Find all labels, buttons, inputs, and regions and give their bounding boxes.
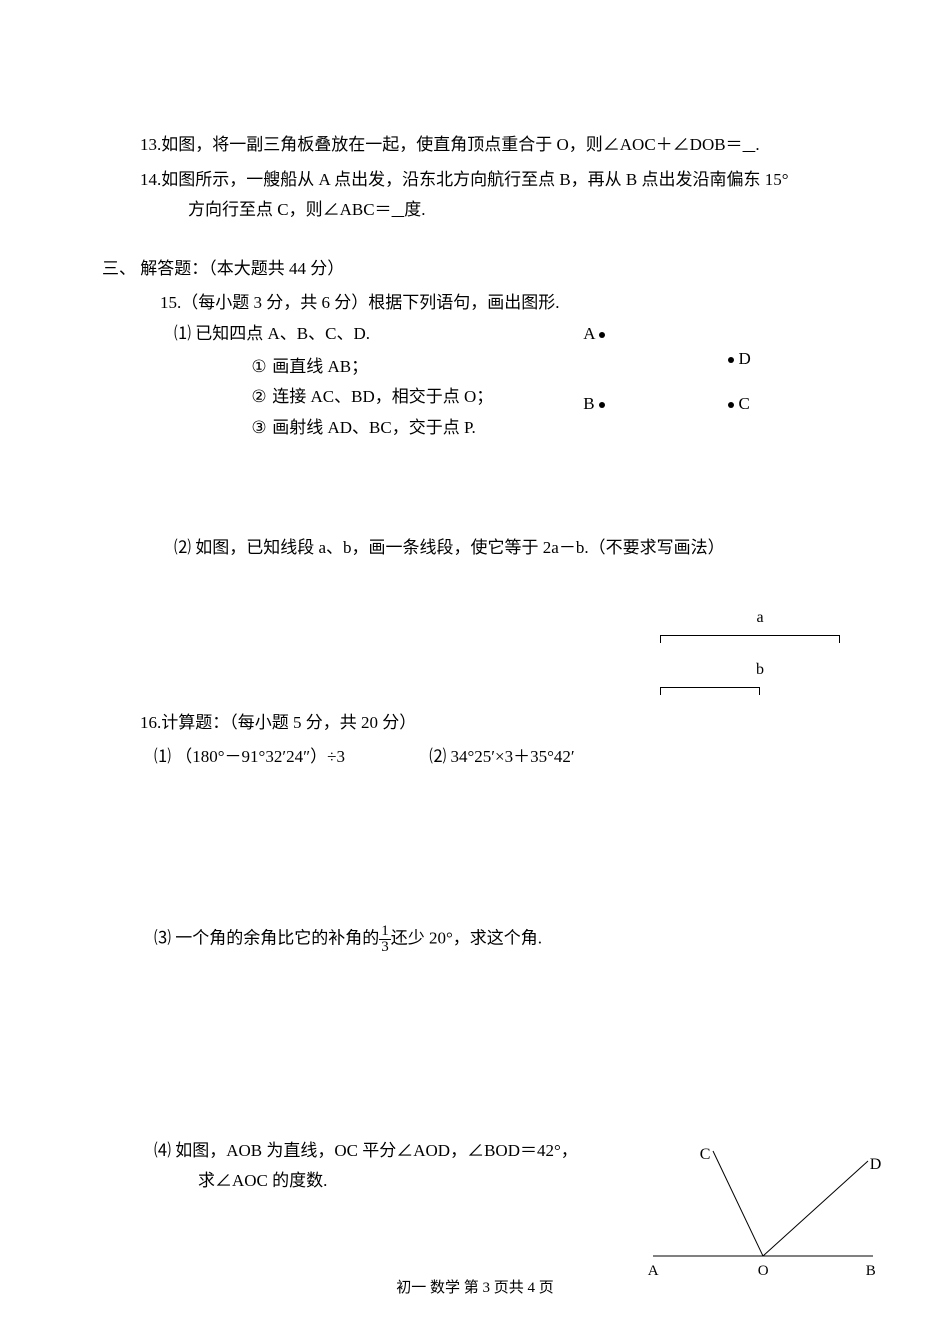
seg-b-label: b (660, 656, 860, 685)
p16-sub4: ⑷ 如图，AOB 为直线，OC 平分∠AOD，∠BOD＝42°， 求∠AOC 的… (154, 1136, 890, 1276)
label-D: D (739, 349, 751, 368)
calc-3-after: 还少 20°，求这个角. (391, 928, 542, 947)
label-angle-C: C (700, 1141, 711, 1170)
tick-a-left (660, 635, 661, 643)
tick-b-left (660, 687, 661, 695)
p16-text: 16.计算题：（每小题 5 分，共 20 分） (140, 708, 890, 739)
segment-a: a (660, 604, 860, 636)
seg-b-line (660, 687, 760, 688)
label-angle-D: D (870, 1151, 882, 1180)
segment-b: b (660, 656, 860, 688)
dot-C (728, 402, 734, 408)
calc-3-before: 一个角的余角比它的补角的 (171, 928, 379, 947)
angle-diagram: A O B C D (638, 1136, 888, 1276)
calc-4-line1: 如图，AOB 为直线，OC 平分∠AOD，∠BOD＝42°， (171, 1141, 578, 1160)
points-diagram: A B C D (533, 319, 793, 419)
p13-end: . (755, 135, 759, 154)
calc-4-num: ⑷ (154, 1141, 171, 1160)
p15-sub2-text: ⑵ 如图，已知线段 a、b，画一条线段，使它等于 2a－b.（不要求写画法） (174, 538, 725, 557)
calc-2-num: ⑵ (429, 747, 446, 766)
point-B: B (583, 389, 605, 420)
p15-item3: ③ 画射线 AD、BC，交于点 P. (250, 413, 493, 444)
p16-sub3: ⑶ 一个角的余角比它的补角的13还少 20°，求这个角. (154, 923, 890, 956)
item2-text: 连接 AC、BD，相交于点 O； (268, 387, 493, 406)
dot-B (599, 402, 605, 408)
label-B: B (583, 394, 594, 413)
p15-sub1-text: ⑴ 已知四点 A、B、C、D. (174, 319, 493, 350)
p13-text: 13.如图，将一副三角板叠放在一起，使直角顶点重合于 O，则∠AOC＋∠DOB＝ (140, 135, 743, 154)
p15-sub2: ⑵ 如图，已知线段 a、b，画一条线段，使它等于 2a－b.（不要求写画法） a… (174, 533, 890, 564)
sub4-text: ⑷ 如图，AOB 为直线，OC 平分∠AOD，∠BOD＝42°， 求∠AOC 的… (154, 1136, 578, 1197)
point-A: A (583, 319, 605, 350)
point-D: D (728, 344, 751, 375)
item1-text: 画直线 AB； (268, 357, 368, 376)
calc-2: ⑵ 34°25′×3＋35°42′ (429, 742, 574, 773)
item3-text: 画射线 AD、BC，交于点 P. (268, 418, 476, 437)
label-A: A (583, 324, 594, 343)
calc-1-text: （180°－91°32′24″）÷3 (171, 747, 345, 766)
calc-row: ⑴ （180°－91°32′24″）÷3 ⑵ 34°25′×3＋35°42′ (154, 742, 890, 773)
seg-a-line (660, 635, 840, 636)
tick-b-right (759, 687, 760, 695)
p14-line1: 14.如图所示，一艘船从 A 点出发，沿东北方向航行至点 B，再从 B 点出发沿… (140, 165, 890, 196)
section-3-header: 三、 解答题：（本大题共 44 分） (102, 254, 890, 285)
p14-blank (392, 200, 405, 219)
seg-a-label: a (660, 604, 860, 633)
p14-end: 度. (404, 200, 425, 219)
page-footer: 初一 数学 第 3 页共 4 页 (0, 1275, 950, 1302)
p13-blank (743, 135, 756, 154)
p15-items: ① 画直线 AB； ② 连接 AC、BD，相交于点 O； ③ 画射线 AD、BC… (250, 352, 493, 444)
fraction: 13 (379, 923, 391, 956)
angle-svg (638, 1136, 888, 1276)
calc-4-line1-wrap: ⑷ 如图，AOB 为直线，OC 平分∠AOD，∠BOD＝42°， (154, 1136, 578, 1167)
p14-line2: 方向行至点 C，则∠ABC＝ (188, 200, 392, 219)
circled-3: ③ (250, 413, 268, 444)
calc-2-text: 34°25′×3＋35°42′ (446, 747, 574, 766)
p15-item2: ② 连接 AC、BD，相交于点 O； (250, 382, 493, 413)
dot-A (599, 332, 605, 338)
p15-item1: ① 画直线 AB； (250, 352, 493, 383)
dot-D (728, 357, 734, 363)
problem-13: 13.如图，将一副三角板叠放在一起，使直角顶点重合于 O，则∠AOC＋∠DOB＝… (140, 130, 890, 161)
circled-2: ② (250, 382, 268, 413)
calc-1: ⑴ （180°－91°32′24″）÷3 (154, 742, 345, 773)
problem-15: 15.（每小题 3 分，共 6 分）根据下列语句，画出图形. ⑴ 已知四点 A、… (160, 288, 890, 564)
frac-num: 1 (379, 923, 391, 940)
p15-sub1: ⑴ 已知四点 A、B、C、D. ① 画直线 AB； ② 连接 AC、BD，相交于… (174, 319, 890, 443)
circled-1: ① (250, 352, 268, 383)
p14-line2-wrap: 方向行至点 C，则∠ABC＝ 度. (188, 195, 890, 226)
problem-14: 14.如图所示，一艘船从 A 点出发，沿东北方向航行至点 B，再从 B 点出发沿… (140, 165, 890, 226)
tick-a-right (839, 635, 840, 643)
label-C: C (739, 394, 750, 413)
frac-den: 3 (379, 939, 391, 955)
calc-4-line2: 求∠AOC 的度数. (198, 1166, 578, 1197)
segments-diagram: a b (660, 584, 860, 708)
calc-1-num: ⑴ (154, 747, 171, 766)
problem-16: 16.计算题：（每小题 5 分，共 20 分） ⑴ （180°－91°32′24… (140, 708, 890, 1276)
point-C: C (728, 389, 750, 420)
calc-3-num: ⑶ (154, 928, 171, 947)
p15-text: 15.（每小题 3 分，共 6 分）根据下列语句，画出图形. (160, 288, 890, 319)
